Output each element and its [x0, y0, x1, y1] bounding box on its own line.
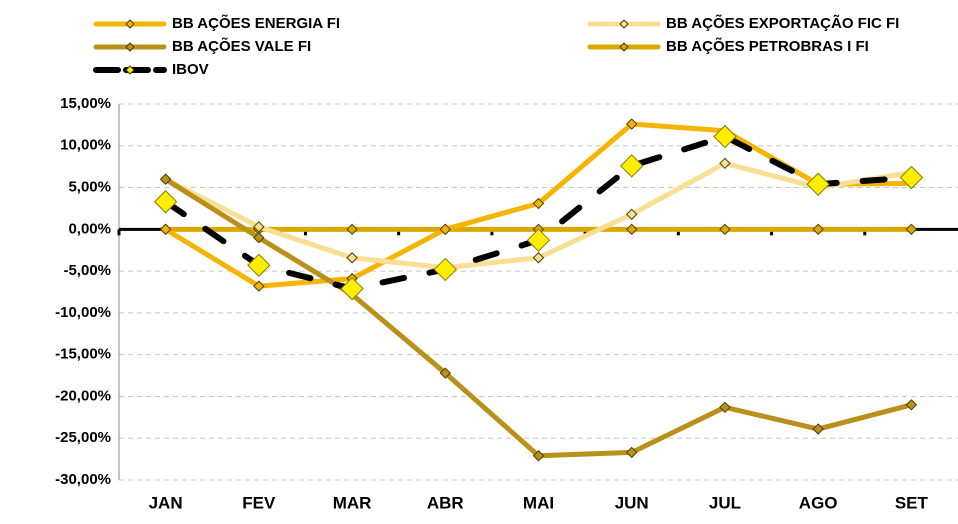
data-point [626, 446, 638, 459]
y-tick-label: -5,00% [63, 262, 111, 279]
series-line [162, 133, 915, 292]
data-point [153, 190, 178, 214]
data-point [532, 197, 545, 210]
data-point [626, 223, 638, 236]
data-point [159, 223, 172, 236]
x-tick-label: FEV [242, 493, 276, 512]
y-tick-label: -15,00% [55, 346, 111, 363]
data-point [439, 367, 451, 379]
data-point [253, 280, 265, 292]
data-point [526, 228, 551, 252]
data-point [532, 252, 545, 264]
x-tick-label: JUN [615, 493, 649, 512]
legend-marker [619, 42, 629, 52]
y-tick-label: 5,00% [68, 179, 111, 196]
data-point [626, 208, 638, 221]
y-tick-label: 0,00% [68, 220, 111, 237]
legend-marker [125, 65, 135, 75]
y-tick-label: 15,00% [60, 95, 111, 112]
data-point [532, 450, 545, 462]
x-tick-label: MAR [333, 493, 372, 512]
data-point [905, 399, 918, 411]
data-point [806, 172, 830, 196]
data-point [253, 231, 265, 244]
data-point [346, 223, 358, 236]
series-line [163, 176, 914, 459]
x-tick-label: MAI [523, 493, 554, 512]
data-point [159, 173, 172, 185]
x-tick-label: AGO [799, 493, 838, 512]
data-point [905, 223, 918, 236]
y-tick-label: -30,00% [55, 471, 111, 488]
data-point [340, 276, 364, 301]
data-point [253, 221, 265, 233]
data-point [433, 257, 457, 282]
x-tick-label: ABR [427, 493, 464, 512]
y-tick-label: -25,00% [55, 429, 111, 446]
data-point [346, 252, 358, 264]
data-point [713, 124, 737, 149]
legend-marker [125, 19, 135, 29]
y-tick-label: -20,00% [55, 387, 111, 404]
x-tick-label: SET [895, 493, 929, 512]
x-tick-label: JAN [149, 493, 183, 512]
legend-label: IBOV [172, 61, 209, 78]
data-point [899, 165, 924, 190]
legend-marker [125, 42, 135, 52]
y-tick-label: -10,00% [55, 304, 111, 321]
legend-label: BB AÇÕES EXPORTAÇÃO FIC FI [666, 14, 899, 32]
data-point [620, 154, 644, 178]
data-point [812, 423, 824, 435]
data-point [719, 157, 731, 170]
data-point [719, 223, 731, 236]
legend-label: BB AÇÕES PETROBRAS I FI [666, 37, 869, 55]
data-point [439, 223, 451, 236]
data-point [247, 253, 271, 277]
data-point [812, 223, 824, 236]
legend-label: BB AÇÕES ENERGIA FI [172, 14, 340, 32]
legend-label: BB AÇÕES VALE FI [172, 37, 311, 55]
x-tick-label: JUL [709, 493, 741, 512]
data-point [626, 118, 638, 130]
y-tick-label: 10,00% [60, 137, 111, 154]
data-point [719, 401, 731, 414]
legend-marker [619, 19, 629, 29]
